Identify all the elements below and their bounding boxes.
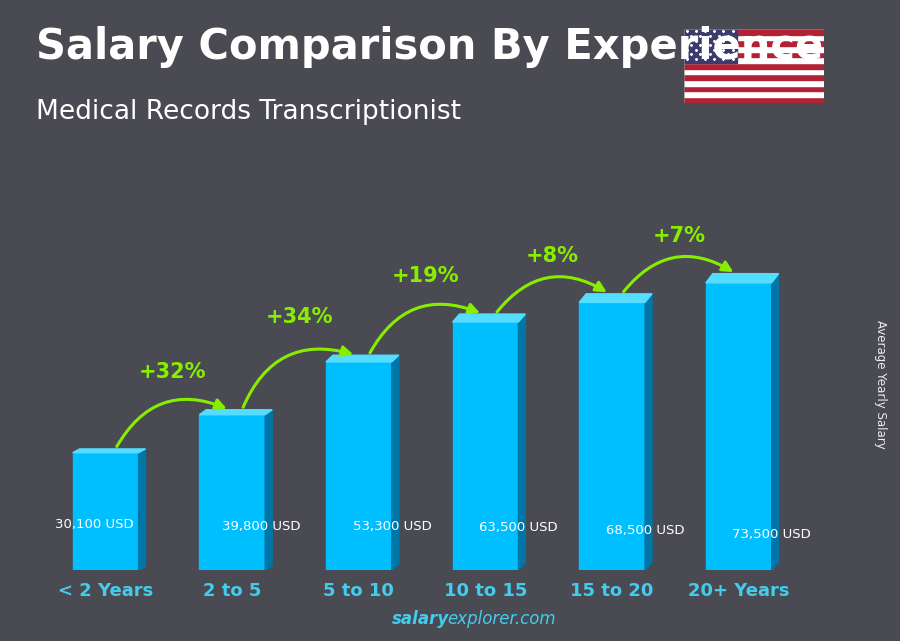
- Bar: [326, 362, 392, 570]
- Text: Salary Comparison By Experience: Salary Comparison By Experience: [36, 26, 824, 68]
- Text: Average Yearly Salary: Average Yearly Salary: [874, 320, 886, 449]
- Text: +32%: +32%: [139, 362, 206, 382]
- Bar: [684, 29, 824, 35]
- Text: 63,500 USD: 63,500 USD: [479, 522, 558, 535]
- Bar: [684, 46, 824, 51]
- Bar: [453, 322, 518, 570]
- Polygon shape: [326, 355, 399, 362]
- Polygon shape: [453, 314, 526, 322]
- Bar: [580, 303, 645, 570]
- Text: 53,300 USD: 53,300 USD: [353, 520, 431, 533]
- Text: +19%: +19%: [392, 266, 460, 286]
- Text: +8%: +8%: [526, 246, 579, 266]
- Bar: [684, 63, 824, 69]
- Polygon shape: [771, 274, 778, 570]
- Polygon shape: [580, 294, 652, 303]
- Bar: [684, 40, 824, 46]
- Text: +34%: +34%: [266, 307, 333, 328]
- Bar: [684, 57, 824, 63]
- Polygon shape: [266, 410, 272, 570]
- Polygon shape: [139, 449, 146, 570]
- Bar: [199, 415, 266, 570]
- Polygon shape: [706, 274, 778, 283]
- Bar: [684, 91, 824, 97]
- Text: 68,500 USD: 68,500 USD: [606, 524, 684, 537]
- Bar: [73, 453, 139, 570]
- Text: 73,500 USD: 73,500 USD: [733, 528, 811, 541]
- Bar: [684, 85, 824, 91]
- Text: Medical Records Transcriptionist: Medical Records Transcriptionist: [36, 99, 461, 126]
- Bar: [684, 80, 824, 85]
- Bar: [684, 74, 824, 80]
- Text: 39,800 USD: 39,800 USD: [222, 519, 301, 533]
- Text: 30,100 USD: 30,100 USD: [55, 519, 133, 531]
- Bar: [684, 35, 824, 40]
- Text: explorer.com: explorer.com: [447, 610, 556, 628]
- Polygon shape: [518, 314, 526, 570]
- Polygon shape: [392, 355, 399, 570]
- Bar: [684, 29, 737, 63]
- Bar: [684, 69, 824, 74]
- Polygon shape: [199, 410, 272, 415]
- Bar: [684, 97, 824, 103]
- Polygon shape: [645, 294, 652, 570]
- Bar: [684, 51, 824, 57]
- Polygon shape: [73, 449, 146, 453]
- Bar: [706, 283, 771, 570]
- Text: salary: salary: [392, 610, 449, 628]
- Text: +7%: +7%: [652, 226, 706, 246]
